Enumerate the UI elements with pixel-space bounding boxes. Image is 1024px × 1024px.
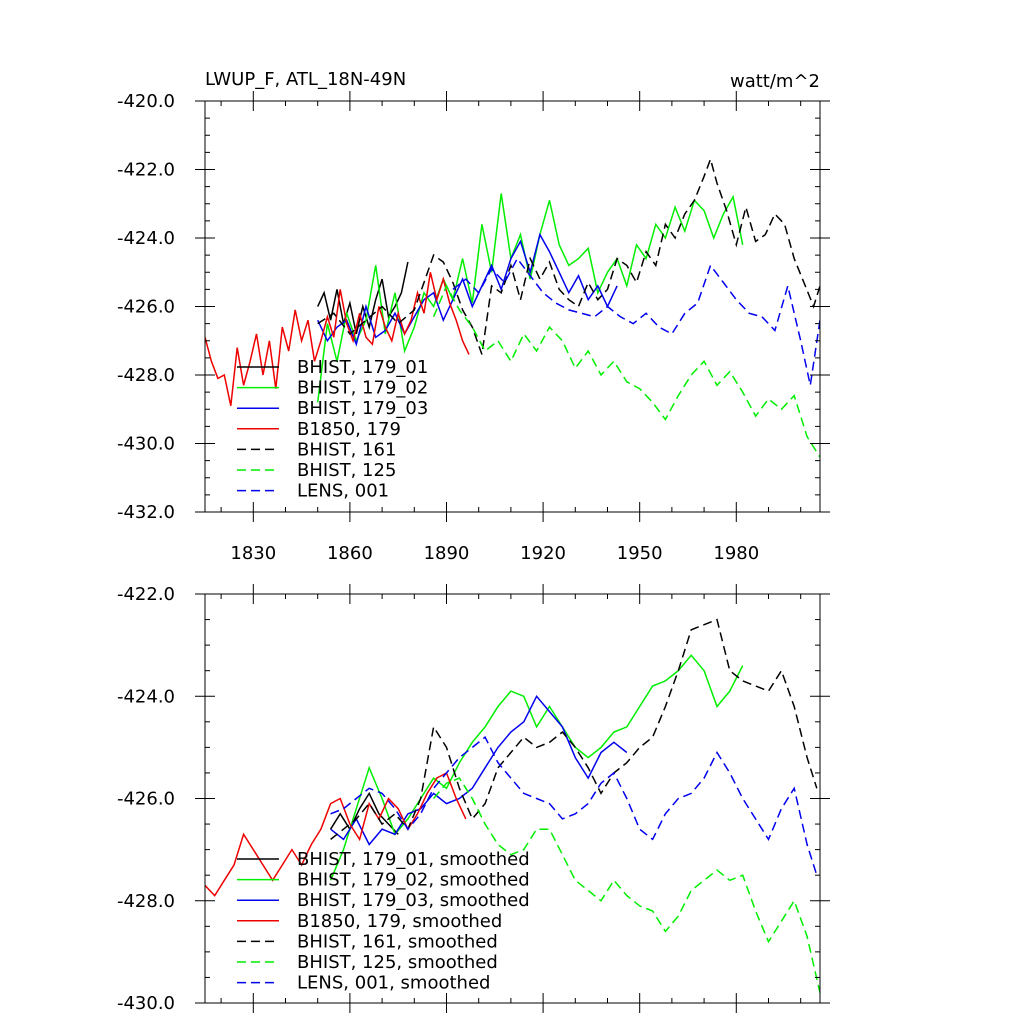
top-legend-label: BHIST, 125 — [297, 460, 396, 481]
bottom-series-lens-001-smoothed — [330, 736, 818, 876]
bottom-series-bhist-179-01-smoothed — [329, 791, 399, 835]
bottom-legend-label: BHIST, 179_02, smoothed — [297, 870, 530, 891]
top-legend-label: BHIST, 179_01 — [297, 357, 428, 378]
top-series-lens-001 — [452, 257, 820, 386]
top-series-bhist-179-02 — [316, 193, 744, 403]
top-panel: LWUP_F, ATL_18N-49N watt/m^2 1830 1860 1890 1… — [117, 69, 830, 564]
units-label: watt/m^2 — [730, 71, 820, 92]
bottom-y-tick-label: -426.0 — [117, 789, 175, 810]
bottom-legend-label: BHIST, 179_03, smoothed — [297, 890, 530, 911]
top-y-tick-label: -422.0 — [117, 160, 175, 181]
top-series-b1850-179 — [205, 272, 470, 406]
top-legend-label: B1850, 179 — [297, 419, 401, 440]
top-series-bhist-161 — [317, 156, 820, 355]
bottom-series-bhist-179-02-smoothed — [329, 654, 744, 881]
top-x-tick-label: 1890 — [424, 543, 470, 564]
top-legend-label: LENS, 001 — [297, 481, 389, 502]
top-y-tick-label: -426.0 — [117, 297, 175, 318]
bottom-legend-label: LENS, 001, smoothed — [297, 973, 490, 994]
top-series-bhist-125 — [432, 284, 820, 458]
top-y-tick-label: -428.0 — [117, 365, 175, 386]
bottom-y-tick-label: -428.0 — [117, 891, 175, 912]
top-x-tick-label: 1980 — [713, 543, 759, 564]
top-y-tick-label: -424.0 — [117, 228, 175, 249]
top-y-tick-label: -420.0 — [117, 91, 175, 112]
bottom-series-bhist-161-smoothed — [330, 618, 818, 840]
top-series-bhist-179-01 — [317, 261, 409, 335]
bottom-y-tick-label: -422.0 — [117, 584, 175, 605]
bottom-legend-label: B1850, 179, smoothed — [297, 911, 502, 932]
bottom-legend-label: BHIST, 179_01, smoothed — [297, 849, 530, 870]
top-x-tick-label: 1920 — [520, 543, 566, 564]
top-legend-label: BHIST, 179_02 — [297, 378, 428, 399]
bottom-legend-label: BHIST, 125, smoothed — [297, 952, 498, 973]
top-y-tick-label: -432.0 — [117, 502, 175, 523]
chart-title: LWUP_F, ATL_18N-49N — [205, 69, 406, 90]
bottom-y-tick-label: -424.0 — [117, 686, 175, 707]
top-x-tick-label: 1950 — [617, 543, 663, 564]
bottom-series-bhist-125-smoothed — [433, 777, 820, 993]
top-y-tick-label: -430.0 — [117, 434, 175, 455]
top-legend-label: BHIST, 179_03 — [297, 398, 428, 419]
top-series-bhist-179-03 — [317, 232, 618, 347]
bottom-y-tick-label: -430.0 — [117, 993, 175, 1014]
top-x-tick-label: 1860 — [327, 543, 373, 564]
top-legend-label: BHIST, 161 — [297, 439, 396, 460]
bottom-legend-label: BHIST, 161, smoothed — [297, 931, 498, 952]
top-x-tick-label: 1830 — [230, 543, 276, 564]
bottom-panel: -430.0 -428.0 -426.0 -424.0 -422.0 BHIST, 179… — [117, 584, 830, 1014]
bottom-series-b1850-179-smoothed — [205, 771, 467, 897]
bottom-series-bhist-179-03-smoothed — [330, 694, 628, 846]
